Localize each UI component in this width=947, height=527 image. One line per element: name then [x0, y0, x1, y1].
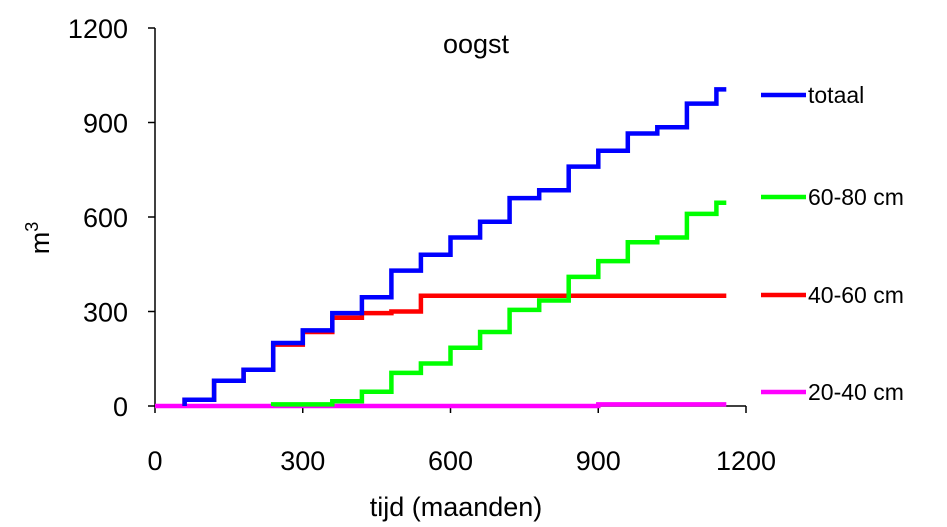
legend-label: 40-60 cm: [808, 282, 904, 308]
x-tick-label: 300: [280, 446, 325, 476]
y-axis-title-sup: 3: [22, 222, 42, 232]
series-line-40-60-cm: [182, 293, 727, 406]
x-axis-title: tijd (maanden): [370, 492, 543, 522]
legend-label: 20-40 cm: [808, 379, 904, 405]
y-tick-label: 1200: [68, 14, 128, 44]
svg-text:m3: m3: [22, 222, 55, 255]
y-axis-title: m3: [22, 222, 55, 255]
series-layer: [155, 87, 727, 409]
x-axis: 0 300 600 900 1200: [147, 406, 776, 476]
legend: totaal 60-80 cm 40-60 cm 20-40 cm: [761, 82, 904, 405]
x-tick-label: 1200: [716, 446, 776, 476]
y-axis: 0 300 600 900 1200: [68, 14, 155, 422]
x-tick-label: 0: [147, 446, 162, 476]
series-line-totaal: [182, 87, 727, 406]
chart-title: oogst: [443, 29, 510, 59]
legend-label: 60-80 cm: [808, 184, 904, 210]
y-tick-label: 900: [83, 109, 128, 139]
x-tick-label: 900: [576, 446, 621, 476]
series-line-60-80-cm: [270, 200, 727, 407]
series-line-20-40-cm: [155, 402, 727, 409]
y-axis-title-base: m: [25, 232, 55, 255]
legend-label: totaal: [808, 82, 864, 108]
y-tick-label: 600: [83, 203, 128, 233]
x-tick-label: 600: [428, 446, 473, 476]
y-tick-label: 0: [113, 392, 128, 422]
y-tick-label: 300: [83, 298, 128, 328]
